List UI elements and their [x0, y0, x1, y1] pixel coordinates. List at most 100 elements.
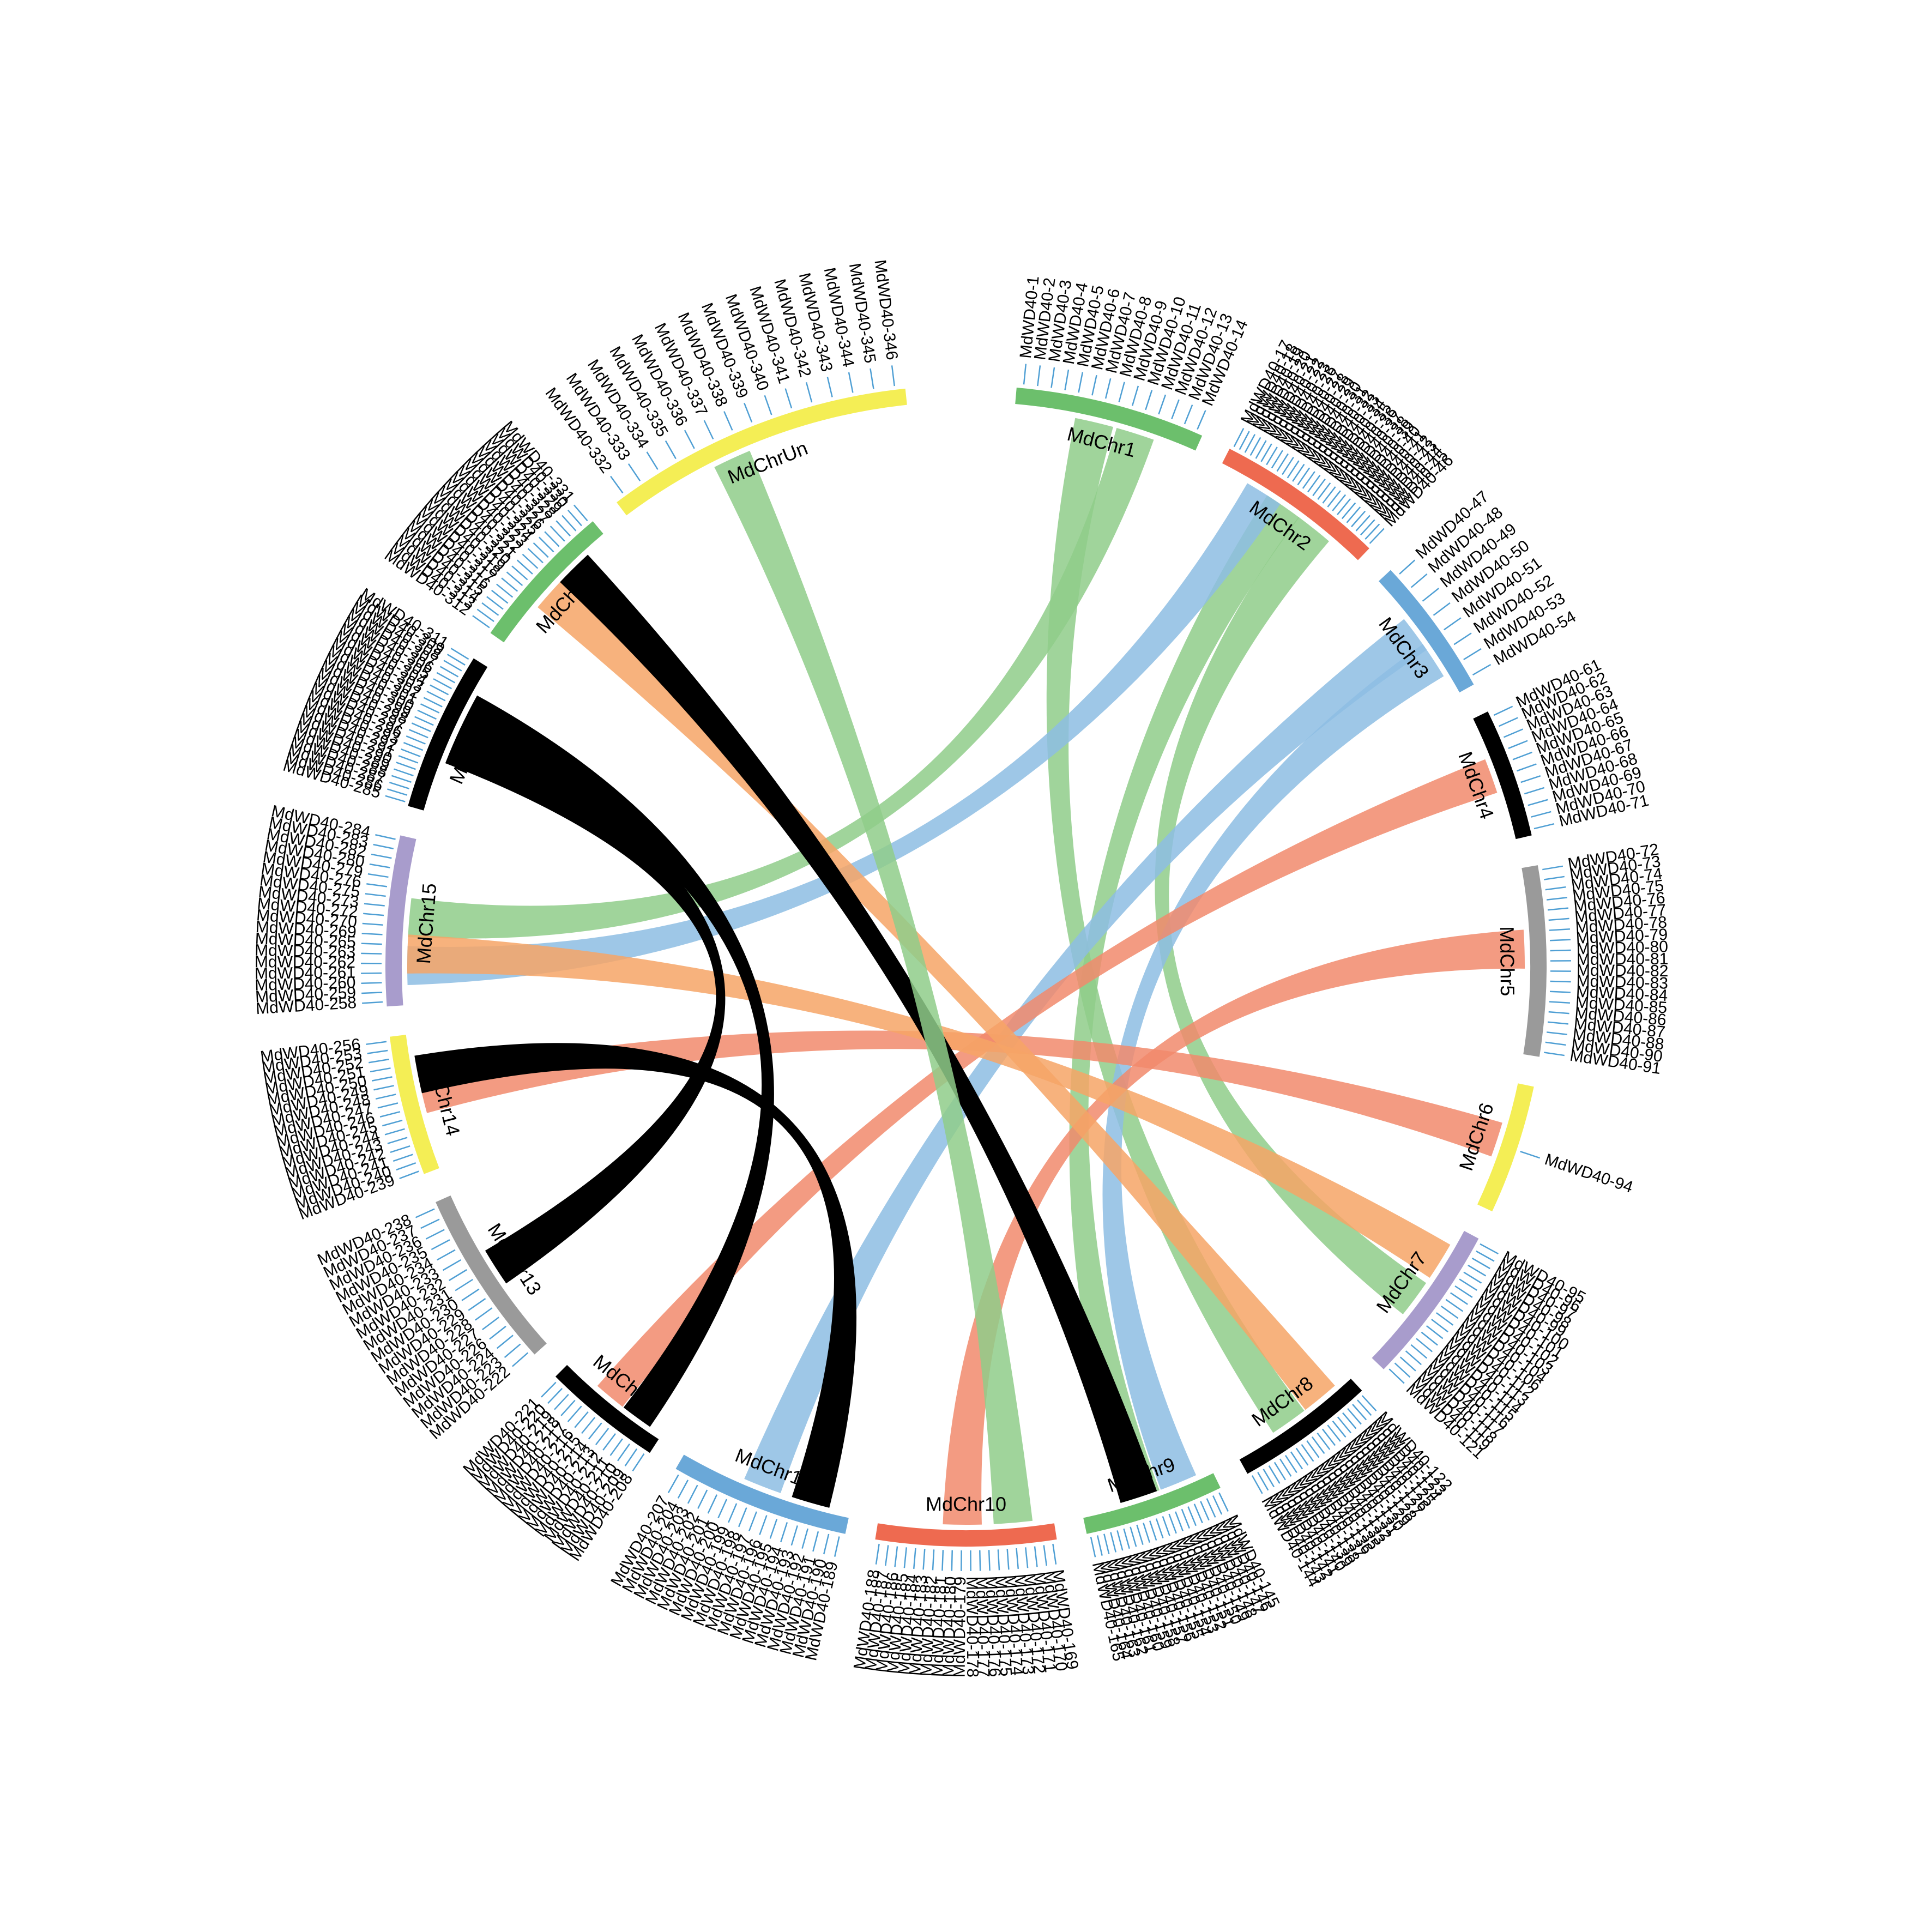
- gene-tick: [420, 703, 440, 714]
- gene-tick: [516, 559, 533, 575]
- gene-tick: [1337, 498, 1351, 515]
- gene-tick: [1273, 1462, 1287, 1481]
- gene-tick: [562, 515, 577, 532]
- gene-tick: [573, 504, 588, 522]
- gene-tick: [1545, 886, 1566, 891]
- gene-tick: [1110, 1532, 1117, 1553]
- gene-tick: [567, 510, 582, 527]
- gene-tick: [1453, 632, 1472, 645]
- gene-tick: [1421, 1331, 1438, 1346]
- gene-tick: [1528, 799, 1548, 806]
- gene-tick: [784, 388, 793, 409]
- gene-tick: [1444, 617, 1462, 631]
- gene-tick: [1212, 1495, 1223, 1515]
- gene-tick: [1524, 787, 1545, 795]
- gene-tick: [541, 1381, 557, 1398]
- gene-tick: [884, 1545, 889, 1566]
- chromosome-arc-mdchr12: [555, 1365, 659, 1453]
- chromosome-arc-mdchr4: [1473, 711, 1532, 840]
- chromosome-arc-mdchr3: [1378, 570, 1474, 693]
- gene-tick: [1550, 949, 1571, 952]
- link-mdchr14-mdchr11: [414, 1043, 857, 1508]
- gene-tick: [1332, 494, 1347, 511]
- gene-tick: [506, 571, 523, 586]
- gene-tick: [1016, 1548, 1019, 1569]
- gene-tick: [1346, 506, 1361, 523]
- chromosome-arc-mdchr5: [1522, 865, 1547, 1057]
- link-mdchr15-mdchr7: [407, 934, 1451, 1278]
- gene-tick: [436, 672, 456, 684]
- gene-tick: [527, 548, 544, 564]
- gene-tick: [1337, 1416, 1352, 1434]
- chromosome-arc-mdchr13: [436, 1195, 547, 1355]
- gene-tick: [1023, 364, 1027, 385]
- gene-tick: [391, 775, 412, 783]
- gene-tick: [1268, 1465, 1281, 1484]
- chromosome-arc-mdchr6: [1477, 1083, 1534, 1212]
- gene-tick: [369, 1058, 389, 1064]
- gene-tick: [624, 1448, 638, 1466]
- gene-tick: [941, 1550, 944, 1571]
- gene-tick: [1533, 823, 1555, 830]
- gene-label: MdWD40-262: [255, 953, 355, 971]
- gene-tick: [461, 1288, 480, 1301]
- gene-tick: [442, 1259, 462, 1271]
- gene-tick: [367, 873, 389, 878]
- gene-tick: [1549, 939, 1571, 941]
- gene-tick: [403, 742, 424, 751]
- gene-tick: [1301, 1444, 1314, 1462]
- gene-tick: [1123, 1528, 1130, 1549]
- gene-tick: [1546, 1031, 1568, 1035]
- link-mdchr2-mdchr9: [1069, 495, 1300, 1502]
- gene-label: MdWD40-80: [1576, 938, 1668, 958]
- gene-tick: [1327, 490, 1341, 508]
- gene-tick: [371, 853, 392, 859]
- chromosome-arc-mdchr2: [1222, 449, 1369, 560]
- gene-tick: [373, 1085, 394, 1091]
- gene-tick: [848, 372, 854, 393]
- gene-tick: [538, 536, 554, 553]
- gene-tick: [1255, 440, 1267, 459]
- gene-tick: [1361, 1395, 1377, 1411]
- gene-tick: [387, 1137, 408, 1144]
- gene-label: MdWD40-83: [1576, 972, 1668, 992]
- gene-tick: [472, 615, 490, 629]
- gene-tick: [1454, 1285, 1473, 1298]
- gene-tick: [1471, 1257, 1490, 1270]
- gene-tick: [610, 475, 624, 494]
- gene-tick: [420, 1218, 440, 1229]
- gene-tick: [759, 1515, 768, 1535]
- gene-tick: [1369, 528, 1385, 544]
- chromosome-arc-mdchr15: [385, 835, 416, 1007]
- gene-tick: [365, 893, 386, 897]
- gene-tick: [717, 1499, 728, 1519]
- gene-tick: [369, 863, 390, 868]
- gene-tick: [446, 654, 466, 666]
- gene-tick: [1158, 394, 1167, 415]
- gene-tick: [1317, 1432, 1331, 1450]
- gene-tick: [1503, 728, 1523, 738]
- gene-tick: [1365, 523, 1380, 540]
- gene-tick: [1181, 1508, 1190, 1529]
- gene-tick: [361, 933, 383, 935]
- gene-tick: [1351, 510, 1366, 528]
- gene-tick: [805, 382, 813, 403]
- chromosome-arc-mdchr9: [1083, 1473, 1221, 1534]
- gene-tick: [1472, 664, 1492, 676]
- gene-tick: [728, 1503, 738, 1523]
- gene-tick: [1050, 367, 1055, 388]
- gene-tick: [1187, 1506, 1197, 1526]
- gene-tick: [1218, 1492, 1229, 1512]
- gene-tick: [588, 1422, 602, 1440]
- gene-tick: [449, 1269, 467, 1281]
- gene-tick: [431, 1239, 450, 1251]
- gene-tick: [363, 913, 384, 916]
- link-mdchr4-mdchr12: [597, 759, 1498, 1407]
- link-mdchr3-mdchr9: [1102, 644, 1444, 1490]
- gene-tick: [581, 1417, 596, 1434]
- gene-tick: [501, 577, 518, 592]
- gene-tick: [894, 1546, 898, 1567]
- gene-tick: [522, 553, 539, 569]
- gene-tick: [1263, 1469, 1275, 1488]
- gene-tick: [1416, 1338, 1433, 1353]
